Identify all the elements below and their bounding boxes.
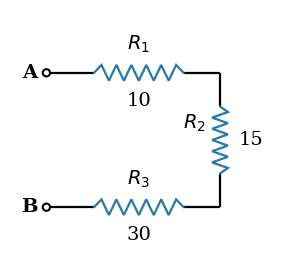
Text: $R_2$: $R_2$	[183, 113, 206, 134]
Text: 15: 15	[238, 131, 263, 149]
Text: $R_3$: $R_3$	[127, 169, 150, 190]
Circle shape	[43, 69, 50, 76]
Text: $R_1$: $R_1$	[127, 34, 150, 55]
Text: A: A	[22, 64, 37, 82]
Text: B: B	[21, 198, 38, 216]
Circle shape	[43, 204, 50, 211]
Text: 30: 30	[126, 226, 151, 244]
Text: 10: 10	[126, 92, 151, 110]
